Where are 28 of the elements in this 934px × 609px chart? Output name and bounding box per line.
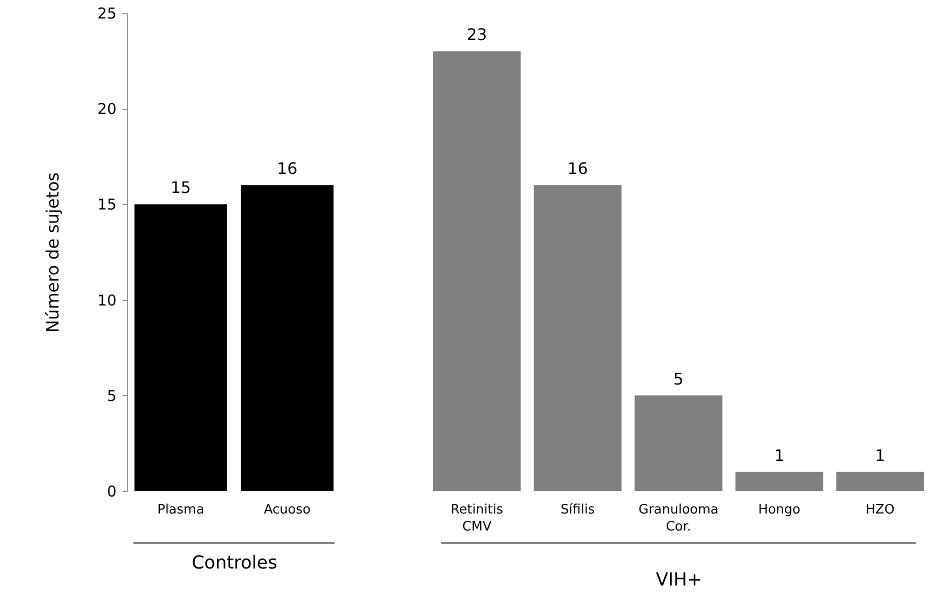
y-tick-label: 25 — [97, 4, 116, 22]
data-label: 16 — [568, 159, 588, 178]
data-label: 1 — [875, 446, 886, 465]
x-tick-label: Acuoso — [264, 502, 311, 518]
y-tick-label: 20 — [97, 100, 116, 118]
bar — [634, 395, 722, 491]
y-tick-label: 5 — [106, 386, 116, 405]
y-axis-title: Número de sujetos — [43, 172, 64, 333]
bar — [433, 51, 521, 491]
x-tick-label: Granulooma Cor. — [638, 502, 719, 534]
y-tick-label: 10 — [97, 291, 116, 310]
y-tick-label: 15 — [97, 196, 116, 214]
data-label: 5 — [673, 369, 684, 388]
data-label: 1 — [774, 446, 784, 465]
x-axis-title: Controles — [192, 552, 278, 574]
bar — [534, 185, 622, 491]
y-tick-label: 0 — [106, 482, 116, 500]
x-axis-title: VIH+ — [656, 570, 702, 590]
x-tick-label: Retinitis CMV — [450, 502, 504, 534]
bar — [836, 472, 924, 491]
data-label: 23 — [466, 25, 488, 44]
data-label: 15 — [170, 178, 191, 198]
x-tick-label: Hongo — [758, 502, 800, 518]
data-label: 16 — [277, 159, 298, 178]
x-tick-label: HZO — [866, 502, 895, 518]
x-tick-label: Sífilis — [560, 502, 595, 518]
bar — [735, 472, 824, 491]
x-tick-label: Plasma — [157, 502, 204, 518]
